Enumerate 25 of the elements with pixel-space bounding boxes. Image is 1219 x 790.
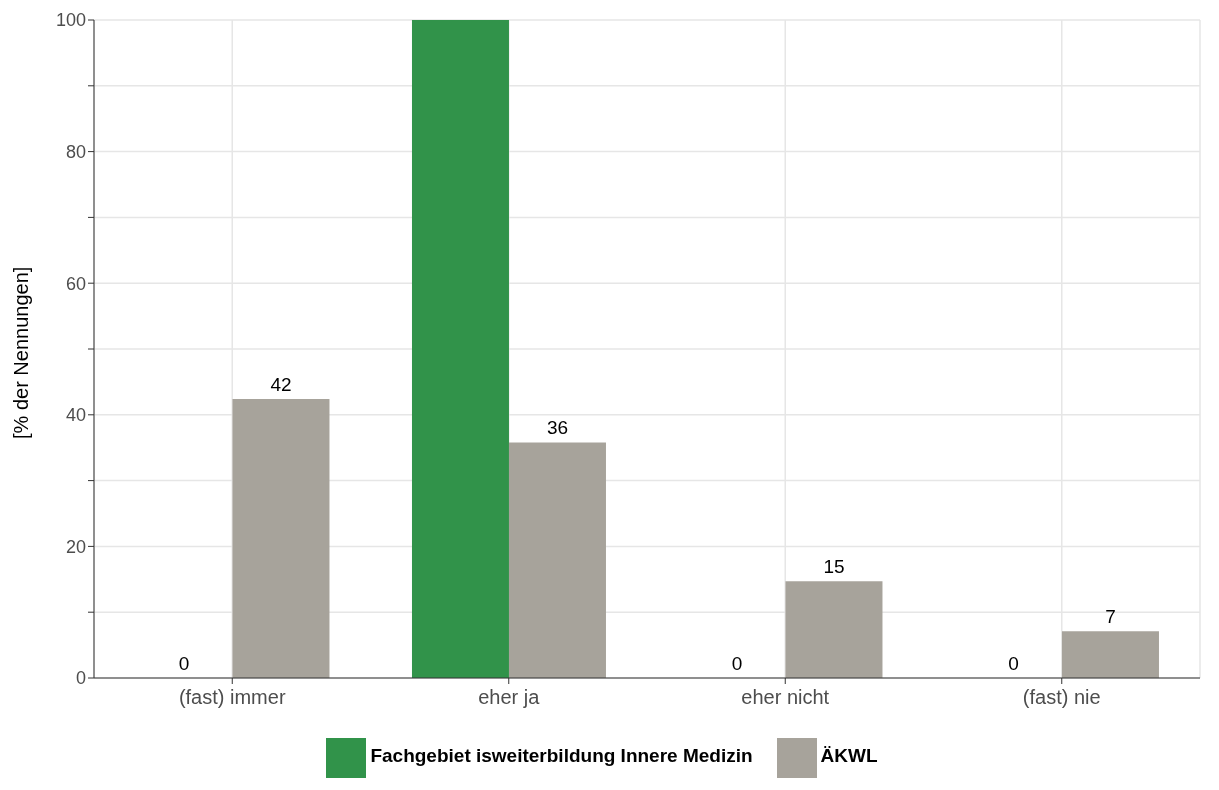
x-tick-label: eher nicht — [741, 686, 830, 709]
data-label: 42 — [270, 374, 292, 396]
x-tick-label: eher ja — [478, 686, 541, 709]
data-label: 0 — [1008, 652, 1019, 674]
legend-label: ÄKWL — [820, 745, 878, 767]
y-tick-label: 100 — [55, 10, 86, 31]
y-tick-label: 80 — [65, 141, 86, 162]
x-tick-label: (fast) nie — [1022, 686, 1101, 709]
y-axis-title: [% der Nennungen] — [10, 266, 33, 439]
data-label: 0 — [178, 652, 190, 674]
y-tick-label: 40 — [65, 405, 86, 426]
data-label: 36 — [546, 417, 569, 439]
data-label: 7 — [1105, 606, 1116, 628]
x-tick-label: (fast) immer — [178, 686, 286, 709]
bar — [1061, 631, 1159, 678]
bar — [232, 399, 330, 678]
bar — [785, 581, 883, 678]
data-label: 15 — [823, 556, 845, 578]
y-tick-label: 60 — [65, 273, 86, 294]
y-tick-label: 0 — [75, 668, 86, 689]
legend-label: Fachgebiet isweiterbildung Innere Medizin — [370, 745, 753, 767]
bar — [411, 20, 509, 678]
data-label: 0 — [731, 652, 743, 674]
y-tick-label: 20 — [65, 536, 86, 557]
bar — [508, 442, 606, 678]
